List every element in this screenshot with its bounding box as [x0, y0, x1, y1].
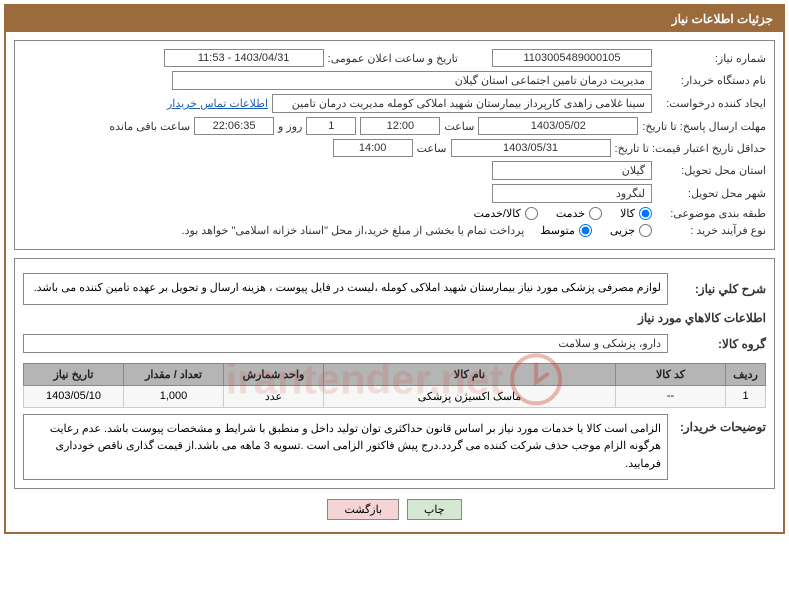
form-section: شماره نیاز: 1103005489000105 تاریخ و ساع… [14, 40, 775, 250]
buyer-note-label: توضیحات خریدار: [676, 420, 766, 434]
th-unit: واحد شمارش [224, 363, 324, 385]
row-city: شهر محل تحویل: لنگرود [23, 184, 766, 203]
request-no-field: 1103005489000105 [492, 49, 652, 67]
deadline-time-field: 12:00 [360, 117, 440, 135]
goods-table: ردیف کد کالا نام کالا واحد شمارش تعداد /… [23, 363, 766, 408]
main-container: جزئیات اطلاعات نیاز شماره نیاز: 11030054… [4, 4, 785, 534]
purchase-type-radio-group: جزیی متوسط [540, 224, 652, 237]
table-cell-unit: عدد [224, 385, 324, 407]
th-qty: تعداد / مقدار [124, 363, 224, 385]
purchase-type-label: نوع فرآیند خرید : [656, 224, 766, 237]
deadline-date-field: 1403/05/02 [478, 117, 638, 135]
row-province: استان محل تحویل: گیلان [23, 161, 766, 180]
table-row: 1--ماسک اکسیژن پزشکیعدد1,0001403/05/10 [24, 385, 766, 407]
radio-small[interactable]: جزیی [610, 224, 652, 237]
province-label: استان محل تحویل: [656, 164, 766, 177]
radio-goods-input[interactable] [639, 207, 652, 220]
category-label: طبقه بندی موضوعی: [656, 207, 766, 220]
row-deadline: مهلت ارسال پاسخ: تا تاریخ: 1403/05/02 سا… [23, 117, 766, 135]
radio-small-label: جزیی [610, 224, 635, 237]
radio-small-input[interactable] [639, 224, 652, 237]
category-radio-group: کالا خدمت کالا/خدمت [474, 207, 652, 220]
table-cell-row: 1 [726, 385, 766, 407]
goods-info-title: اطلاعات کالاهاي مورد نیاز [23, 311, 766, 325]
row-buyer-org: نام دستگاه خریدار: مدیریت درمان تامین اج… [23, 71, 766, 90]
buyer-contact-link[interactable]: اطلاعات تماس خریدار [167, 97, 268, 110]
desc-title-label: شرح کلي نیاز: [676, 282, 766, 296]
row-request-no: شماره نیاز: 1103005489000105 تاریخ و ساع… [23, 49, 766, 67]
group-label: گروه کالا: [676, 337, 766, 351]
request-no-label: شماره نیاز: [656, 52, 766, 65]
th-date: تاریخ نیاز [24, 363, 124, 385]
radio-medium[interactable]: متوسط [540, 224, 592, 237]
creator-field: سینا غلامی زاهدی کارپرداز بیمارستان شهید… [272, 94, 652, 113]
remaining-suffix: ساعت باقی مانده [109, 120, 190, 133]
group-field: دارو، پزشکی و سلامت [23, 334, 668, 353]
city-label: شهر محل تحویل: [656, 187, 766, 200]
page-title-bar: جزئیات اطلاعات نیاز [6, 6, 783, 32]
back-button[interactable]: بازگشت [327, 499, 399, 520]
buyer-note-text: الزامی است کالا یا خدمات مورد نیاز بر اس… [23, 414, 668, 481]
validity-time-field: 14:00 [333, 139, 413, 157]
row-validity: حداقل تاریخ اعتبار قیمت: تا تاریخ: 1403/… [23, 139, 766, 157]
row-description: شرح کلي نیاز: لوازم مصرفی پزشکی مورد نیا… [23, 273, 766, 305]
days-and-label: روز و [278, 120, 302, 133]
table-cell-code: -- [616, 385, 726, 407]
radio-both-label: کالا/خدمت [474, 207, 521, 220]
deadline-label: مهلت ارسال پاسخ: تا تاریخ: [642, 120, 766, 133]
description-section: irantender.net شرح کلي نیاز: لوازم مصرفی… [14, 258, 775, 489]
content-area: شماره نیاز: 1103005489000105 تاریخ و ساع… [6, 32, 783, 532]
radio-medium-input[interactable] [579, 224, 592, 237]
city-field: لنگرود [492, 184, 652, 203]
purchase-note: پرداخت تمام یا بخشی از مبلغ خرید،از محل … [182, 224, 525, 237]
radio-service-input[interactable] [589, 207, 602, 220]
radio-both-input[interactable] [525, 207, 538, 220]
button-row: چاپ بازگشت [14, 499, 775, 520]
th-row: ردیف [726, 363, 766, 385]
desc-text-box: لوازم مصرفی پزشکی مورد نیاز بیمارستان شه… [23, 273, 668, 305]
buyer-org-label: نام دستگاه خریدار: [656, 74, 766, 87]
print-button[interactable]: چاپ [407, 499, 462, 520]
page-title: جزئیات اطلاعات نیاز [672, 12, 773, 26]
buyer-org-field: مدیریت درمان تامین اجتماعی استان گیلان [172, 71, 652, 90]
th-name: نام کالا [324, 363, 616, 385]
th-code: کد کالا [616, 363, 726, 385]
announce-date-label: تاریخ و ساعت اعلان عمومی: [328, 52, 458, 65]
row-category: طبقه بندی موضوعی: کالا خدمت کالا/خدمت [23, 207, 766, 220]
row-creator: ایجاد کننده درخواست: سینا غلامی زاهدی کا… [23, 94, 766, 113]
province-field: گیلان [492, 161, 652, 180]
validity-date-field: 1403/05/31 [451, 139, 611, 157]
row-group: گروه کالا: دارو، پزشکی و سلامت [23, 331, 766, 357]
time-label-2: ساعت [417, 142, 447, 155]
remaining-time-field: 22:06:35 [194, 117, 274, 135]
table-cell-qty: 1,000 [124, 385, 224, 407]
radio-medium-label: متوسط [540, 224, 575, 237]
time-label-1: ساعت [444, 120, 474, 133]
radio-both[interactable]: کالا/خدمت [474, 207, 538, 220]
radio-goods[interactable]: کالا [620, 207, 652, 220]
table-header-row: ردیف کد کالا نام کالا واحد شمارش تعداد /… [24, 363, 766, 385]
radio-service[interactable]: خدمت [556, 207, 602, 220]
row-buyer-note: توضیحات خریدار: الزامی است کالا یا خدمات… [23, 414, 766, 481]
remaining-days-field: 1 [306, 117, 356, 135]
creator-label: ایجاد کننده درخواست: [656, 97, 766, 110]
announce-date-field: 1403/04/31 - 11:53 [164, 49, 324, 67]
table-cell-name: ماسک اکسیژن پزشکی [324, 385, 616, 407]
radio-goods-label: کالا [620, 207, 635, 220]
radio-service-label: خدمت [556, 207, 585, 220]
table-cell-date: 1403/05/10 [24, 385, 124, 407]
row-purchase-type: نوع فرآیند خرید : جزیی متوسط پرداخت تمام… [23, 224, 766, 237]
validity-label: حداقل تاریخ اعتبار قیمت: تا تاریخ: [615, 142, 766, 155]
